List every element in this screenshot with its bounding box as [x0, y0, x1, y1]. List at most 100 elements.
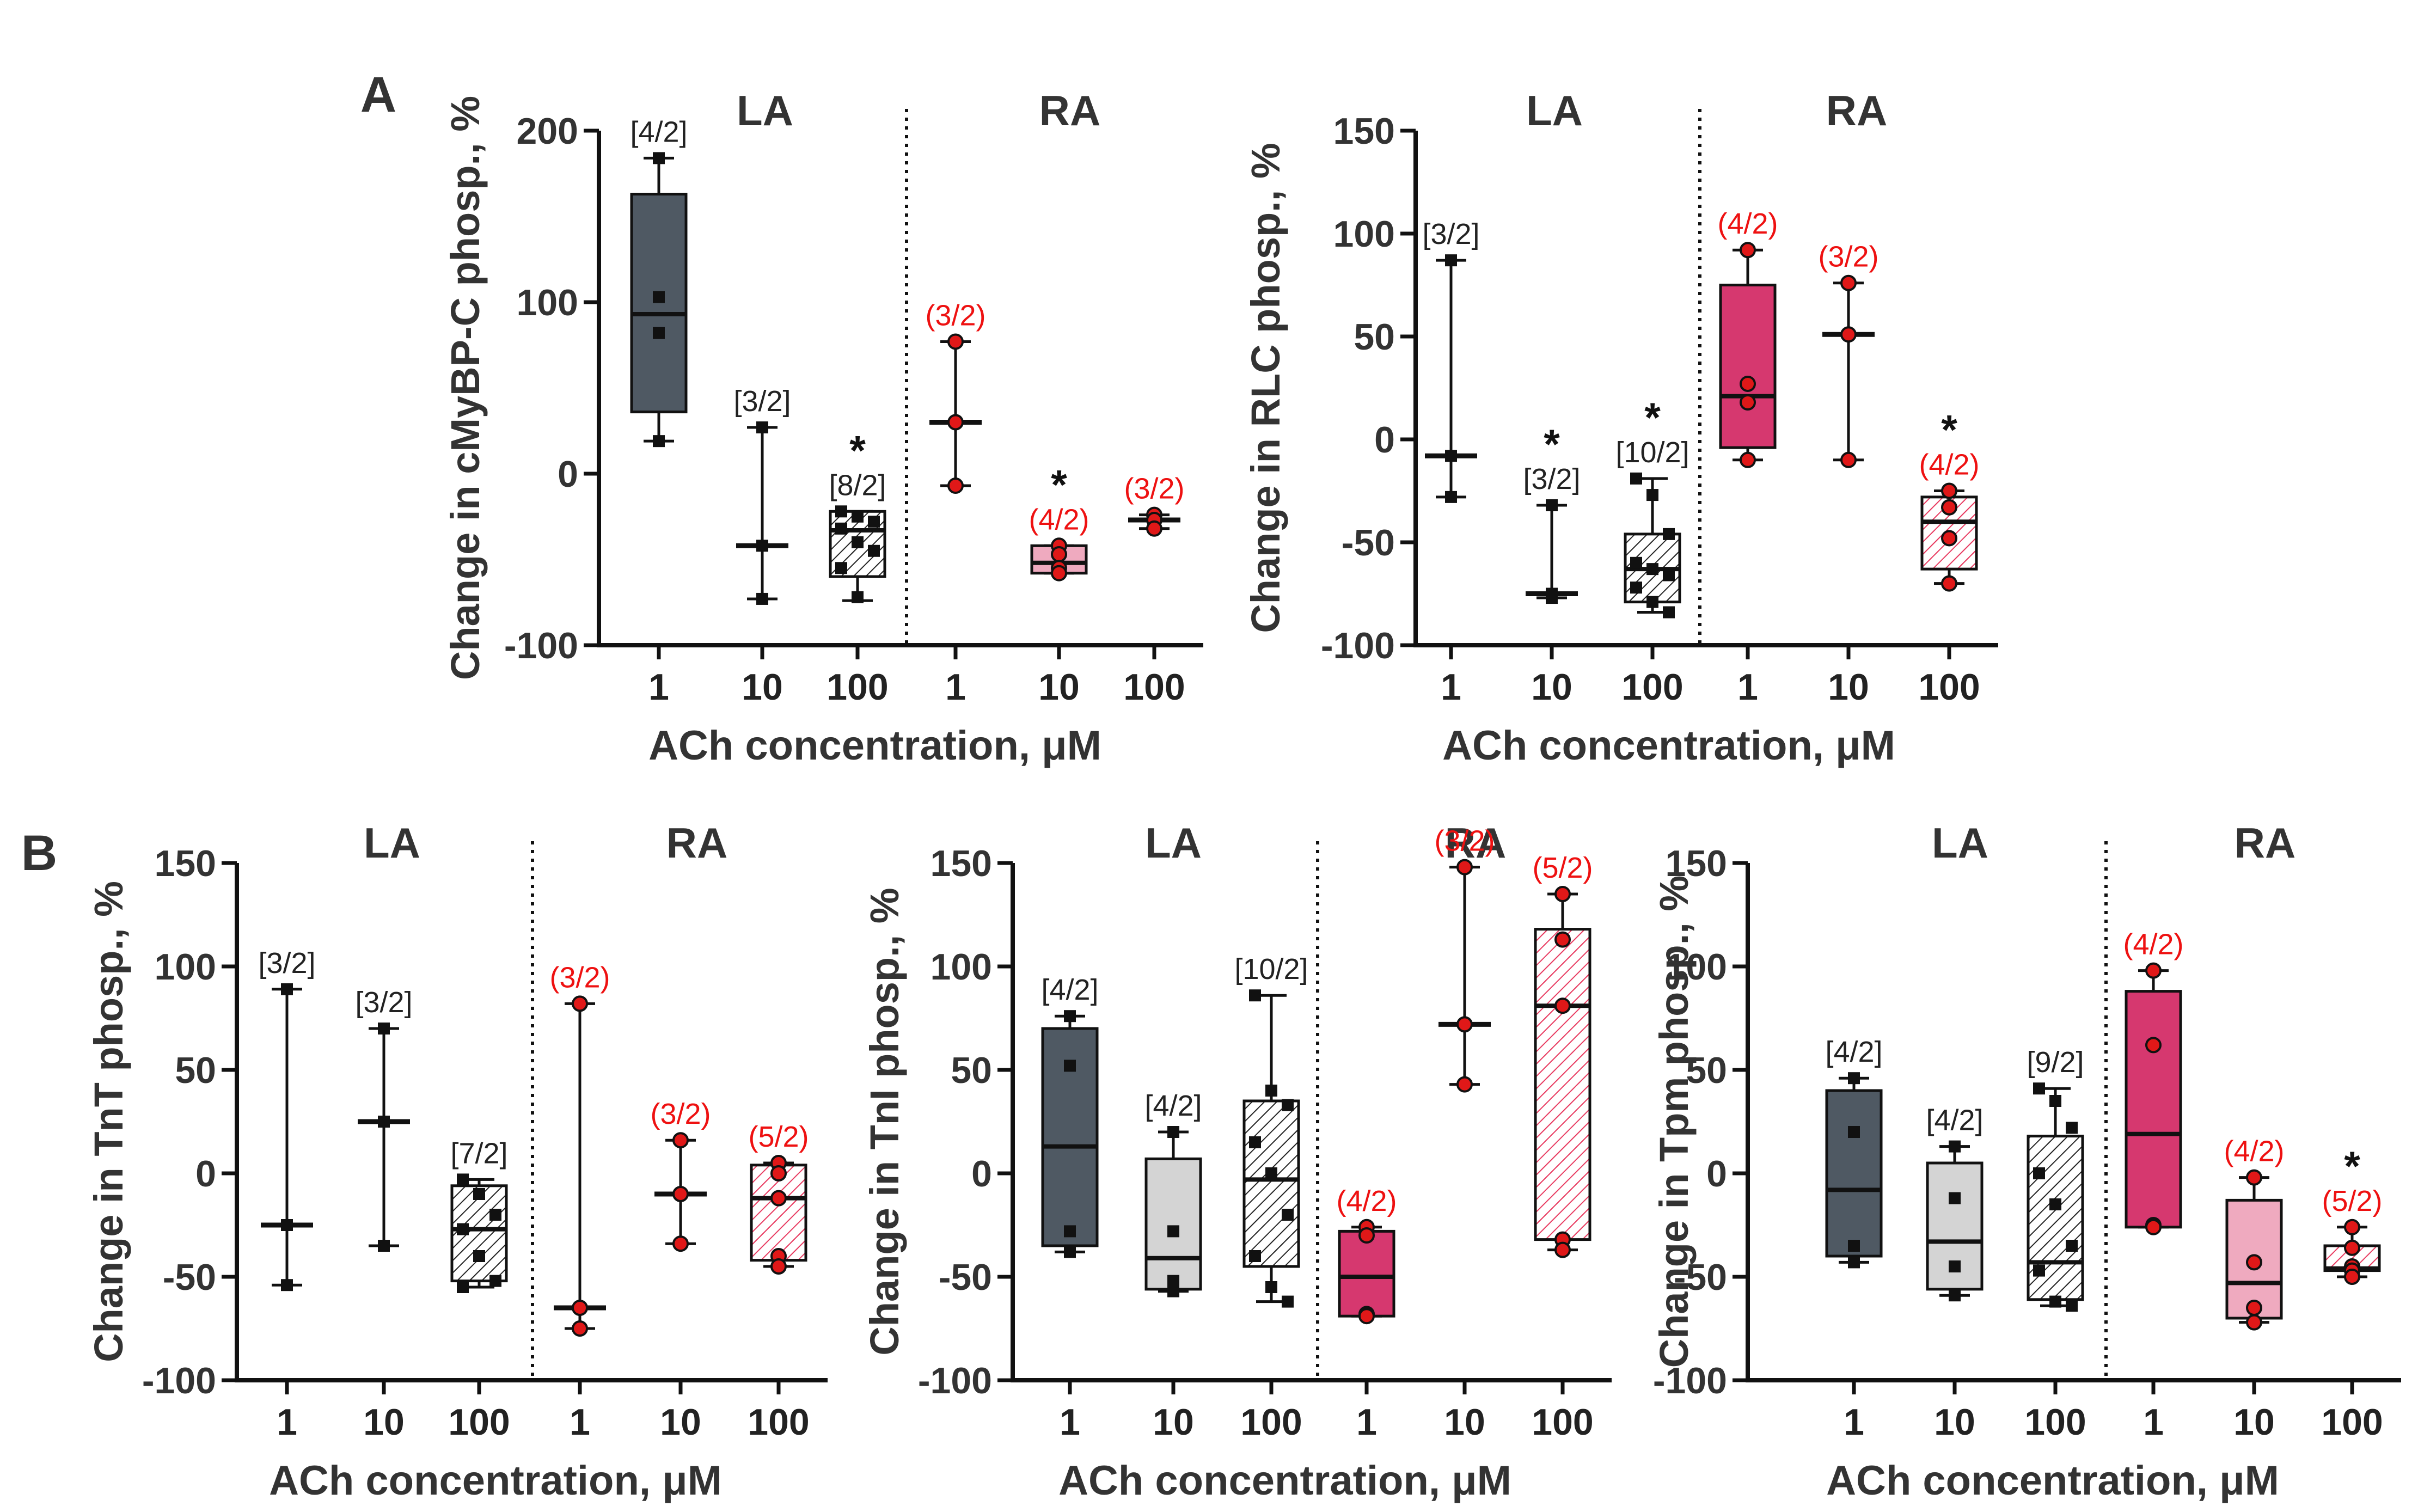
y-tick-label: 100: [517, 282, 578, 323]
data-point: [756, 592, 768, 605]
box-body: [1825, 1089, 1883, 1258]
data-point: [1840, 451, 1857, 468]
data-point: [835, 562, 847, 574]
data-point: [572, 1320, 588, 1337]
x-tick-label: 100: [1532, 1401, 1593, 1443]
data-point: [1167, 1285, 1179, 1297]
data-point: [2246, 1254, 2262, 1271]
n-label: [3/2]: [1523, 463, 1580, 495]
x-tick-label: 10: [1038, 666, 1080, 708]
y-tick-label: -100: [1321, 625, 1395, 666]
box-body: [750, 1164, 807, 1262]
data-point: [378, 1116, 390, 1128]
n-label: [9/2]: [2027, 1046, 2084, 1079]
data-point: [770, 1165, 787, 1182]
data-point: [1949, 1260, 1961, 1272]
group-label-la: LA: [364, 819, 420, 867]
data-point: [1167, 1126, 1179, 1138]
significance-star: *: [1644, 395, 1661, 441]
data-point: [756, 421, 768, 433]
y-tick-label: 150: [1666, 843, 1727, 884]
y-tick-label: 150: [931, 843, 992, 884]
y-tick-label: 0: [195, 1153, 216, 1195]
data-point: [672, 1186, 689, 1202]
x-tick-label: 100: [1918, 666, 1980, 708]
data-point: [868, 544, 880, 557]
group-label-ra: RA: [2235, 819, 2296, 867]
data-point: [1941, 482, 1957, 499]
box-body: [1041, 1027, 1099, 1247]
box-la-1: [4/2]: [1825, 1036, 1883, 1269]
data-point: [1941, 499, 1957, 516]
data-point: [1646, 489, 1658, 501]
x-tick-label: 10: [1828, 666, 1869, 708]
x-tick-label: 100: [827, 666, 888, 708]
n-label: (4/2): [1717, 207, 1778, 240]
group-label-ra: RA: [1826, 87, 1888, 134]
data-point: [2344, 1219, 2360, 1235]
data-point: [1554, 1241, 1571, 1258]
n-label: [4/2]: [1825, 1036, 1882, 1068]
significance-star: *: [1544, 421, 1560, 468]
chart-b2: -100 -50 0 50 100 150 1 10 100 1 10 100 LA RA Change i…: [862, 819, 1612, 1504]
significance-star: *: [2344, 1143, 2360, 1190]
box-ra-1: (3/2): [925, 299, 986, 494]
data-point: [770, 1190, 787, 1207]
data-point: [1249, 989, 1261, 1002]
data-point: [2049, 1295, 2061, 1308]
n-label: [4/2]: [630, 115, 687, 148]
data-point: [2145, 1037, 2162, 1054]
x-tick-label: 1: [1441, 666, 1461, 708]
box-ra-100: (5/2): [1532, 852, 1593, 1258]
data-point: [1848, 1072, 1860, 1085]
y-tick-label: 50: [1686, 1050, 1727, 1091]
data-point: [1848, 1240, 1860, 1252]
n-label: (4/2): [1029, 503, 1089, 536]
box-la-1: [4/2]: [1041, 974, 1099, 1258]
data-point: [1249, 1136, 1261, 1148]
data-point: [1840, 326, 1857, 343]
box-la-100: [10/2]*: [1615, 395, 1689, 619]
box-ra-100: (5/2): [748, 1121, 809, 1275]
data-point: [1282, 1295, 1294, 1308]
box-la-100: [10/2]: [1234, 953, 1308, 1308]
data-point: [1663, 606, 1675, 619]
panel-label-a: A: [360, 67, 396, 123]
box-la-100: [9/2]: [2027, 1046, 2084, 1312]
data-point: [1949, 1140, 1961, 1153]
data-point: [1064, 1060, 1076, 1072]
y-tick-label: -50: [163, 1257, 216, 1298]
data-point: [489, 1275, 501, 1287]
y-tick-label: 100: [931, 946, 992, 988]
chart-a2: -100 -50 0 50 100 150 1 10 100 1 10 100 LA RA Change i…: [1243, 87, 1998, 769]
data-point: [1848, 1126, 1860, 1138]
data-point: [473, 1188, 485, 1200]
y-tick-label: 50: [951, 1050, 992, 1091]
y-axis-title: Change in TnI phosp., %: [862, 887, 907, 1355]
group-label-la: LA: [737, 87, 793, 134]
data-point: [835, 505, 847, 518]
x-tick-label: 10: [1934, 1401, 1975, 1443]
data-point: [1554, 931, 1571, 948]
data-point: [281, 983, 293, 995]
box-la-10: [3/2]: [355, 986, 413, 1252]
box-la-10: [4/2]: [1144, 1089, 1202, 1297]
data-point: [1848, 1256, 1860, 1269]
group-label-ra: RA: [666, 819, 728, 867]
box-body: [1242, 1099, 1300, 1268]
box-ra-10: (4/2): [2224, 1135, 2285, 1331]
data-point: [672, 1132, 689, 1149]
y-tick-label: 0: [971, 1153, 992, 1195]
box-body: [1144, 1157, 1202, 1291]
y-tick-label: 0: [1374, 419, 1395, 461]
data-point: [1064, 1246, 1076, 1258]
n-label: [7/2]: [450, 1137, 507, 1170]
data-point: [1358, 1227, 1375, 1244]
n-label: (5/2): [748, 1121, 809, 1153]
data-point: [947, 414, 964, 431]
y-axis-title: Change in cMyBP-C phosp., %: [443, 96, 488, 680]
box-ra-100: (4/2)*: [1919, 407, 1980, 592]
data-point: [1663, 528, 1675, 540]
y-tick-label: 100: [1333, 213, 1395, 255]
data-point: [1456, 1016, 1473, 1033]
